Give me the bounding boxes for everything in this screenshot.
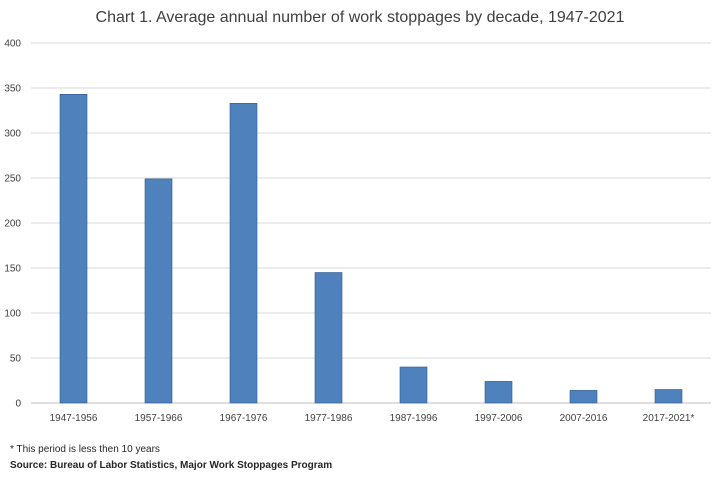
x-tick-label: 2017-2021* <box>643 413 695 424</box>
y-tick-label: 100 <box>4 309 21 320</box>
bar-2017-2021 <box>654 389 683 404</box>
source-note: Source: Bureau of Labor Statistics, Majo… <box>10 460 333 471</box>
y-tick-label: 250 <box>4 174 21 185</box>
x-tick-label: 1957-1966 <box>135 413 183 424</box>
bar-1997-2006 <box>484 381 513 404</box>
bar-1987-1996 <box>399 366 428 404</box>
y-tick-label: 200 <box>4 219 21 230</box>
bar-2007-2016 <box>569 390 598 404</box>
x-tick-label: 1967-1976 <box>220 413 268 424</box>
x-tick-label: 1997-2006 <box>475 413 523 424</box>
y-tick-label: 350 <box>4 84 21 95</box>
x-tick-label: 1947-1956 <box>50 413 98 424</box>
bar-1947-1956 <box>59 94 88 404</box>
bar-1967-1976 <box>229 103 258 404</box>
y-tick-label: 400 <box>4 39 21 50</box>
y-tick-label: 50 <box>10 354 22 365</box>
chart-title: Chart 1. Average annual number of work s… <box>96 9 625 26</box>
bar-1957-1966 <box>144 178 173 404</box>
y-tick-label: 0 <box>15 399 21 410</box>
y-tick-label: 150 <box>4 264 21 275</box>
footnote: * This period is less then 10 years <box>10 444 160 455</box>
bar-1977-1986 <box>314 272 343 404</box>
x-tick-label: 2007-2016 <box>560 413 608 424</box>
y-tick-label: 300 <box>4 129 21 140</box>
bars <box>59 94 683 404</box>
x-axis-ticks: 1947-1956 1957-1966 1967-1976 1977-1986 1987… <box>50 413 695 424</box>
grid-lines <box>31 42 711 404</box>
x-tick-label: 1977-1986 <box>305 413 353 424</box>
y-axis-ticks: 0 50 100 150 200 250 300 350 400 <box>4 39 21 410</box>
x-tick-label: 1987-1996 <box>390 413 438 424</box>
